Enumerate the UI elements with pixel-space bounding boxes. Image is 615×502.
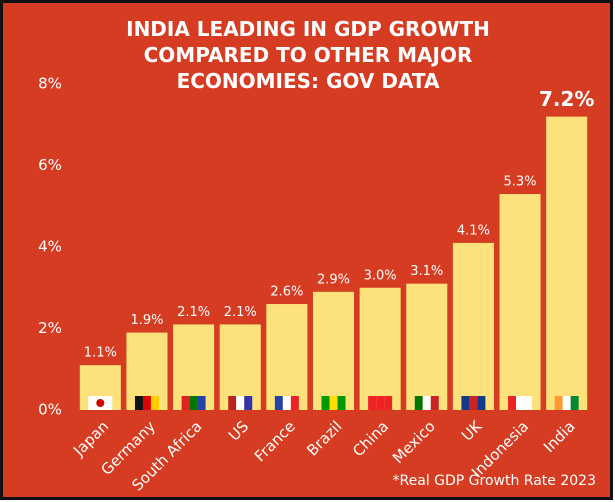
flag-stripe: [368, 396, 377, 410]
flag-stripe: [228, 396, 237, 410]
bar: [359, 287, 401, 410]
footnote: *Real GDP Growth Rate 2023: [393, 473, 596, 489]
y-tick-label: 4%: [38, 238, 62, 256]
chart-title: INDIA LEADING IN GDP GROWTH COMPARED TO …: [126, 17, 490, 93]
value-label: 2.1%: [224, 305, 257, 320]
flag-stripe: [422, 396, 431, 410]
flag-stripe: [189, 396, 198, 410]
flag-stripe: [181, 396, 190, 410]
flag-stripe: [290, 396, 299, 410]
value-label: 5.3%: [504, 175, 537, 190]
flag-stripe: [274, 396, 283, 410]
flag-stripe: [88, 396, 97, 410]
flag-stripe: [337, 396, 346, 410]
flag-stripe: [554, 396, 563, 410]
flag-stripe: [384, 396, 393, 410]
flag-stripe: [524, 396, 533, 410]
flag-stripe: [461, 396, 470, 410]
flag-stripe: [244, 396, 253, 410]
y-tick-label: 2%: [38, 319, 62, 337]
bar: [266, 304, 308, 410]
flag-stripe: [562, 396, 571, 410]
flag-stripe: [150, 396, 159, 410]
value-label: 1.1%: [84, 346, 117, 361]
bar: [546, 116, 588, 410]
value-label: 4.1%: [457, 223, 490, 238]
y-tick-label: 6%: [38, 156, 62, 174]
flag-disc: [96, 399, 105, 407]
flag-stripe: [329, 396, 338, 410]
value-label: 2.1%: [177, 305, 210, 320]
flag-stripe: [477, 396, 486, 410]
bar: [499, 194, 541, 410]
flag-stripe: [104, 396, 113, 410]
flag-stripe: [376, 396, 385, 410]
flag-stripe: [282, 396, 291, 410]
bar: [219, 324, 261, 410]
value-label: 3.0%: [364, 268, 397, 283]
flag-stripe: [508, 396, 517, 410]
flag-stripe: [236, 396, 245, 410]
bar: [173, 324, 215, 410]
bar: [406, 283, 448, 410]
value-label: 3.1%: [410, 264, 443, 279]
bar: [312, 291, 355, 410]
flag-stripe: [134, 396, 143, 410]
y-tick-label: 8%: [38, 75, 62, 93]
flag-stripe: [516, 396, 525, 410]
flag-stripe: [570, 396, 579, 410]
flag-stripe: [469, 396, 478, 410]
flag-stripe: [430, 396, 439, 410]
value-label: 1.9%: [130, 313, 163, 328]
value-label: 2.6%: [270, 285, 303, 300]
flag-stripe: [142, 396, 151, 410]
flag-stripe: [321, 396, 330, 410]
flag-stripe: [414, 396, 423, 410]
y-tick-label: 0%: [38, 401, 62, 419]
flag-stripe: [197, 396, 206, 410]
value-label: 2.9%: [317, 272, 350, 287]
bar: [452, 242, 494, 410]
value-label: 7.2%: [539, 87, 594, 111]
